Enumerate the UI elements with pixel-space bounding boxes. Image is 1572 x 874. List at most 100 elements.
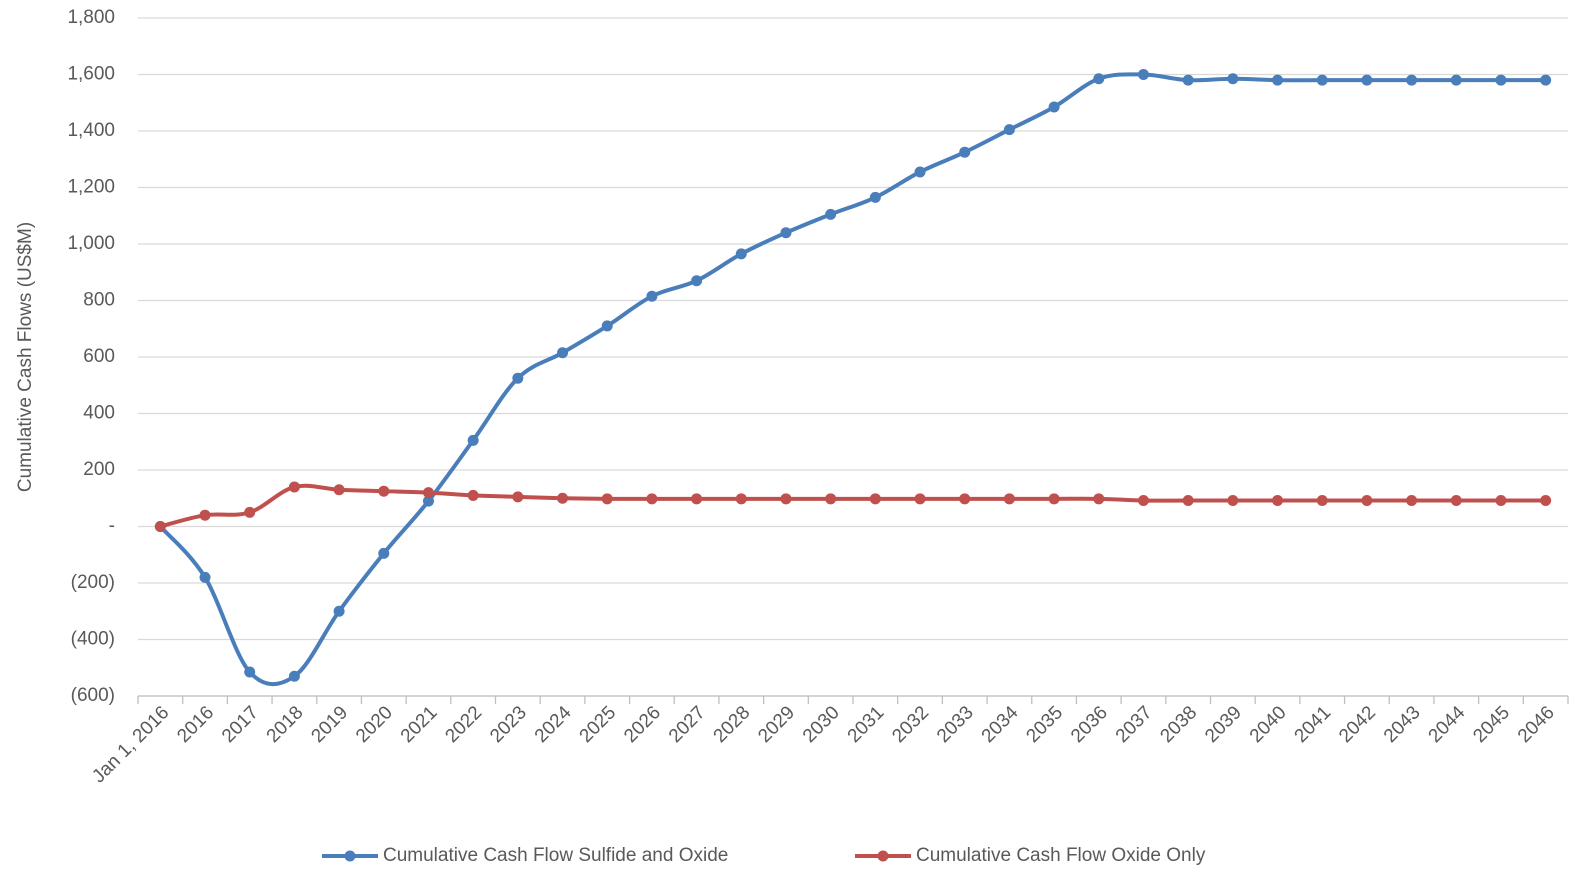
data-point [422,487,434,499]
data-point [1182,495,1194,507]
data-point [1272,495,1284,507]
data-point [1272,74,1284,86]
data-point [557,492,569,504]
data-point [959,146,971,158]
data-point [1406,74,1418,86]
data-point [1361,495,1373,507]
data-point [333,484,345,496]
data-point [601,320,613,332]
data-point [691,275,703,287]
data-point [1316,74,1328,86]
data-point [1003,124,1015,136]
data-point [780,227,792,239]
data-point [288,670,300,682]
data-point [1093,493,1105,505]
x-tick-label: 2018 [263,702,308,747]
data-point [1048,493,1060,505]
x-tick-label: 2030 [799,702,844,747]
x-tick-label: 2020 [352,702,397,747]
x-tick-label: Jan 1, 2016 [88,702,173,787]
data-point [914,166,926,178]
x-tick-label: 2035 [1022,702,1067,747]
data-point [467,434,479,446]
data-point [1361,74,1373,86]
x-tick-label: 2043 [1380,702,1425,747]
y-tick-label: 600 [83,346,115,367]
x-tick-label: 2022 [441,702,486,747]
data-point [1495,74,1507,86]
data-point [1227,495,1239,507]
data-point [422,495,434,507]
legend-label: Cumulative Cash Flow Oxide Only [916,845,1206,866]
x-tick-label: 2037 [1112,702,1157,747]
y-tick-label: 200 [83,459,115,480]
y-tick-label: (600) [71,685,115,706]
data-point [333,605,345,617]
data-point [825,208,837,220]
data-point [1227,73,1239,85]
y-tick-label: 1,800 [67,7,115,28]
data-point [1406,495,1418,507]
data-point [646,290,658,302]
data-point [1316,495,1328,507]
data-point [467,489,479,501]
x-tick-label: 2032 [888,702,933,747]
data-point [1137,69,1149,80]
x-tick-label: 2031 [844,702,889,747]
x-tick-label: 2044 [1425,702,1470,747]
data-point [780,493,792,505]
data-point [646,493,658,505]
data-point [288,481,300,493]
x-tick-label: 2027 [665,702,710,747]
y-tick-label: (200) [71,572,115,593]
y-tick-label: 800 [83,290,115,311]
x-tick-label: 2025 [576,702,621,747]
data-point [1540,495,1552,507]
x-tick-label: 2040 [1246,702,1291,747]
x-tick-label: 2023 [486,702,531,747]
data-point [691,493,703,505]
data-point [378,547,390,559]
data-point [244,506,256,518]
series-line [159,483,1546,529]
x-tick-label: 2036 [1067,702,1112,747]
x-tick-label: 2019 [307,702,352,747]
legend-marker [344,850,356,862]
data-point [1495,495,1507,507]
y-tick-label: (400) [71,629,115,650]
data-point [1048,101,1060,113]
x-tick-label: 2016 [173,702,218,747]
y-tick-label: 400 [83,403,115,424]
y-tick-label: 1,400 [67,120,115,141]
data-point [199,509,211,521]
x-tick-label: 2038 [1156,702,1201,747]
x-tick-label: 2046 [1514,702,1559,747]
data-point [1003,493,1015,505]
x-tick-label: 2045 [1469,702,1514,747]
x-tick-label: 2028 [710,702,755,747]
data-point [557,347,569,359]
y-tick-label: 1,000 [67,233,115,254]
data-point [1540,74,1552,86]
y-axis-title: Cumulative Cash Flows (US$M) [15,222,36,492]
legend-label: Cumulative Cash Flow Sulfide and Oxide [383,845,728,866]
x-tick-label: 2021 [397,702,442,747]
data-point [378,485,390,497]
x-tick-label: 2026 [620,702,665,747]
data-point [601,493,613,505]
series-line [158,72,1546,687]
data-point [1450,74,1462,86]
data-point [512,491,524,503]
data-point [1182,74,1194,86]
x-tick-label: 2041 [1291,702,1336,747]
data-point [735,248,747,260]
x-tick-label: 2033 [933,702,978,747]
data-point [1093,73,1105,85]
x-tick-label: 2017 [218,702,263,747]
x-tick-label: 2029 [754,702,799,747]
data-point [869,493,881,505]
data-point [199,571,211,583]
x-tick-label: 2034 [978,702,1023,747]
data-point [244,666,256,678]
